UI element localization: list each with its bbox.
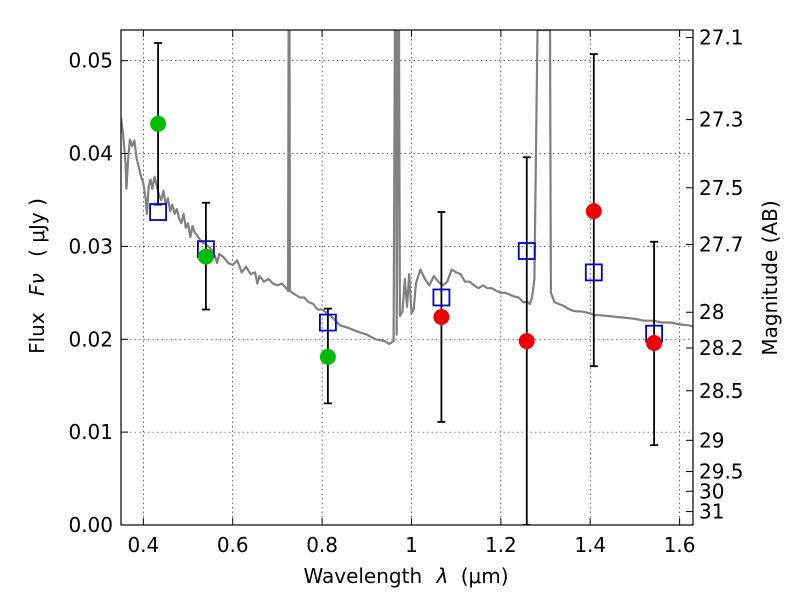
y2-tick-label: 27.1 xyxy=(699,26,744,50)
y-tick-label: 0.05 xyxy=(68,49,113,73)
detection-point xyxy=(319,348,336,365)
sed-line xyxy=(121,30,693,345)
x-tick-label: 1.2 xyxy=(485,533,517,557)
model-photometry-square xyxy=(432,288,451,307)
upper-limit-point xyxy=(585,203,602,220)
y2-tick-label: 27.5 xyxy=(699,176,744,200)
plot-clipped xyxy=(121,30,693,525)
y-axis-label: Flux Fν ( μJy ) xyxy=(25,198,49,354)
model-photometry-square xyxy=(319,313,337,332)
x-axis-label: Wavelength λ (μm) xyxy=(303,564,508,588)
y2-tick-label: 28 xyxy=(699,300,724,324)
y-axis-label-unit: ( μJy ) xyxy=(25,198,49,257)
y2-tick-label: 27.3 xyxy=(699,108,744,132)
upper-limit-point xyxy=(433,308,450,325)
x-axis-label-symbol: λ xyxy=(436,564,449,588)
y-tick-label: 0.01 xyxy=(68,420,113,444)
x-axis-label-main: Wavelength xyxy=(303,564,422,588)
plot-frame xyxy=(120,29,694,526)
detection-point xyxy=(150,115,167,132)
detection-point xyxy=(197,248,214,265)
y-tick-label: 0.02 xyxy=(68,327,113,351)
ticks: 0.4 0.6 0.8 1 1.2 1.4 1.6 0.00 0.01 0.02 0.03 0.04 0… xyxy=(68,26,743,557)
y2-tick-label: 31 xyxy=(699,500,724,524)
x-tick-label: 1.4 xyxy=(574,533,606,557)
x-tick-label: 1.6 xyxy=(664,533,696,557)
model-photometry-square xyxy=(149,203,167,221)
y-axis-label-symbol: Fν xyxy=(25,273,49,296)
y2-axis-label: Magnitude (AB) xyxy=(758,200,782,355)
x-tick-label: 0.8 xyxy=(306,533,338,557)
y-tick-label: 0.03 xyxy=(68,234,113,258)
y-axis-label-main: Flux xyxy=(25,312,49,354)
y-tick-label: 0.00 xyxy=(68,513,113,537)
x-tick-label: 0.4 xyxy=(127,533,159,557)
y2-tick-label: 29 xyxy=(699,428,724,452)
model-photometry-square xyxy=(584,263,603,282)
y2-tick-label: 29.5 xyxy=(699,460,744,484)
y2-tick-label: 28.2 xyxy=(699,336,744,360)
upper-limit-point xyxy=(646,334,663,351)
y2-tick-label: 28.5 xyxy=(699,379,744,403)
x-tick-label: 0.6 xyxy=(217,533,249,557)
model-photometry-square xyxy=(517,242,536,260)
plot-area xyxy=(121,30,693,525)
y2-tick-label: 27.7 xyxy=(699,233,744,257)
y-tick-label: 0.04 xyxy=(68,142,113,166)
x-tick-label: 1 xyxy=(405,533,418,557)
x-axis-label-unit: (μm) xyxy=(461,564,509,588)
y2-tick-label: 30 xyxy=(699,479,724,503)
upper-limit-point xyxy=(518,333,535,350)
